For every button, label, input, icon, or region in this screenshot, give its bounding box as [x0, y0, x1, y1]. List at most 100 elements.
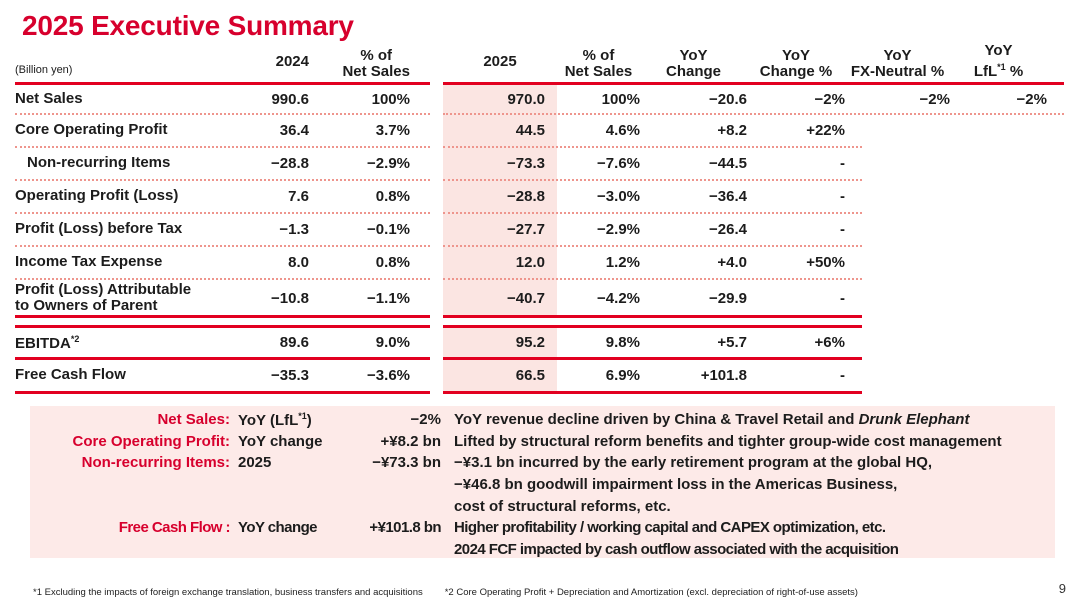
- rule-solid: [443, 391, 862, 394]
- yoy-change-pct: +22%: [806, 122, 845, 139]
- note-label: Core Operating Profit:: [72, 432, 230, 450]
- yoy-change: −29.9: [709, 289, 747, 307]
- pct-2025: 9.8%: [605, 333, 640, 351]
- pct-2025: 100%: [601, 91, 640, 108]
- highlight-column-2025: [443, 84, 557, 315]
- yoy-change: −26.4: [709, 221, 747, 238]
- note-row: −¥46.8 bn goodwill impairment loss in th…: [30, 474, 1055, 496]
- rule-solid: [15, 82, 430, 85]
- rule-dotted: [443, 113, 1064, 115]
- value-2024: 8.0: [288, 254, 309, 271]
- col-header-2024: 2024: [275, 53, 309, 70]
- note-row: cost of structural reforms, etc.: [30, 495, 1055, 517]
- row-label: Profit (Loss) before Tax: [15, 220, 183, 238]
- rule-solid: [443, 82, 1064, 85]
- note-label: Free Cash Flow :: [118, 519, 231, 537]
- pct-2025: −2.9%: [597, 221, 640, 238]
- note-row: 2024 FCF impacted by cash outflow associ…: [30, 539, 1055, 561]
- rule-dotted: [15, 179, 430, 181]
- footnotes: *1 Excluding the impacts of foreign exch…: [33, 587, 858, 598]
- row-label: Non-recurring Items: [27, 154, 171, 172]
- note-value: −¥73.3 bn: [372, 454, 441, 472]
- yoy-change-pct: +6%: [814, 333, 845, 351]
- note-metric: 2025: [238, 454, 272, 472]
- yoy-change: −20.6: [709, 91, 747, 108]
- page-title: 2025 Executive Summary: [22, 10, 354, 41]
- value-2025: 12.0: [515, 254, 545, 271]
- table-row: Operating Profit (Loss) 7.6 0.8% −28.8 −3.0%…: [15, 183, 1047, 210]
- table-row: Income Tax Expense 8.0 0.8% 12.0 1.2% +4.0 +50…: [15, 249, 1047, 276]
- pct-2024: 0.8%: [375, 188, 410, 205]
- rule-solid: [443, 357, 862, 360]
- page-number: 9: [1058, 581, 1066, 596]
- value-2025: −27.7: [507, 221, 545, 238]
- note-metric: YoY change: [238, 519, 318, 537]
- rule-solid: [15, 315, 430, 318]
- note-row: Free Cash Flow : YoY change +¥101.8 bn High…: [30, 517, 1055, 539]
- value-2025: −28.8: [507, 188, 545, 205]
- row-label: Income Tax Expense: [15, 253, 163, 271]
- row-label: Operating Profit (Loss): [15, 187, 179, 205]
- yoy-change: +101.8: [700, 367, 747, 384]
- rule-dotted: [443, 278, 862, 280]
- table-row: Core Operating Profit 36.4 3.7% 44.5 4.6% +8.…: [15, 117, 1047, 144]
- yoy-change-pct: -: [840, 367, 845, 384]
- pct-2025: −3.0%: [597, 188, 640, 205]
- value-2025: 95.2: [515, 333, 545, 351]
- value-2024: −35.3: [271, 367, 309, 384]
- table-header: (Billion yen) 2024 % of Net Sales 2025 %…: [15, 43, 1047, 80]
- note-label: Net Sales:: [157, 411, 230, 429]
- pct-2025: 4.6%: [605, 122, 640, 139]
- yoy-change: +4.0: [717, 254, 747, 271]
- pct-2024: −1.1%: [367, 289, 410, 307]
- note-value: −2%: [410, 411, 441, 429]
- pct-2024: −0.1%: [367, 221, 410, 238]
- note-metric: YoY change: [238, 432, 323, 450]
- rule-dotted: [443, 146, 862, 148]
- note-description: Lifted by structural reform benefits and…: [454, 432, 1002, 450]
- yoy-change-pct: -: [840, 188, 845, 205]
- row-label: Net Sales: [15, 90, 83, 108]
- rule-solid: [443, 315, 862, 318]
- table-row: Non-recurring Items −28.8 −2.9% −73.3 −7.6% −…: [15, 150, 1047, 177]
- pct-2024: −2.9%: [367, 155, 410, 172]
- pct-2025: 6.9%: [605, 367, 640, 384]
- col-header-yoy-lfl: YoY LfL*1 %: [973, 42, 1024, 80]
- yoy-change-pct: -: [840, 289, 845, 307]
- rule-dotted: [15, 146, 430, 148]
- note-description: −¥3.1 bn incurred by the early retiremen…: [454, 454, 933, 472]
- table-row: Profit (Loss) Attributable to Owners of …: [15, 281, 1047, 315]
- yoy-change: −44.5: [709, 155, 747, 172]
- pct-2024: 100%: [371, 91, 410, 108]
- pct-2025: −4.2%: [597, 289, 640, 307]
- rule-solid: [15, 391, 430, 394]
- rule-solid: [443, 325, 862, 328]
- yoy-change: +8.2: [717, 122, 747, 139]
- rule-dotted: [15, 278, 430, 280]
- value-2025: 66.5: [515, 367, 545, 384]
- value-2025: 970.0: [507, 91, 545, 108]
- pct-2025: 1.2%: [605, 254, 640, 271]
- note-label: Non-recurring Items:: [81, 454, 230, 472]
- table-row: EBITDA*2 89.6 9.0% 95.2 9.8% +5.7 +6%: [15, 328, 1047, 356]
- note-value: +¥8.2 bn: [380, 432, 441, 450]
- note-description: 2024 FCF impacted by cash outflow associ…: [454, 540, 899, 558]
- footnote-1: *1 Excluding the impacts of foreign exch…: [33, 587, 423, 598]
- col-header-pct-net-sales-2024: % of Net Sales: [342, 47, 410, 80]
- row-label: EBITDA*2: [15, 334, 80, 353]
- value-2024: −10.8: [271, 289, 309, 307]
- value-2024: 7.6: [288, 188, 309, 205]
- value-2025: −40.7: [507, 289, 545, 307]
- row-label: Free Cash Flow: [15, 366, 126, 384]
- yoy-change: −36.4: [709, 188, 747, 205]
- rule-solid: [15, 325, 430, 328]
- rule-dotted: [443, 212, 862, 214]
- value-2024: 36.4: [279, 122, 309, 139]
- row-label: Profit (Loss) Attributable to Owners of …: [15, 280, 192, 314]
- col-header-2025: 2025: [483, 53, 517, 70]
- value-2025: −73.3: [507, 155, 545, 172]
- pct-2025: −7.6%: [597, 155, 640, 172]
- rule-solid: [15, 357, 430, 360]
- table-row: Profit (Loss) before Tax −1.3 −0.1% −27.7 −2…: [15, 216, 1047, 243]
- rule-dotted: [15, 245, 430, 247]
